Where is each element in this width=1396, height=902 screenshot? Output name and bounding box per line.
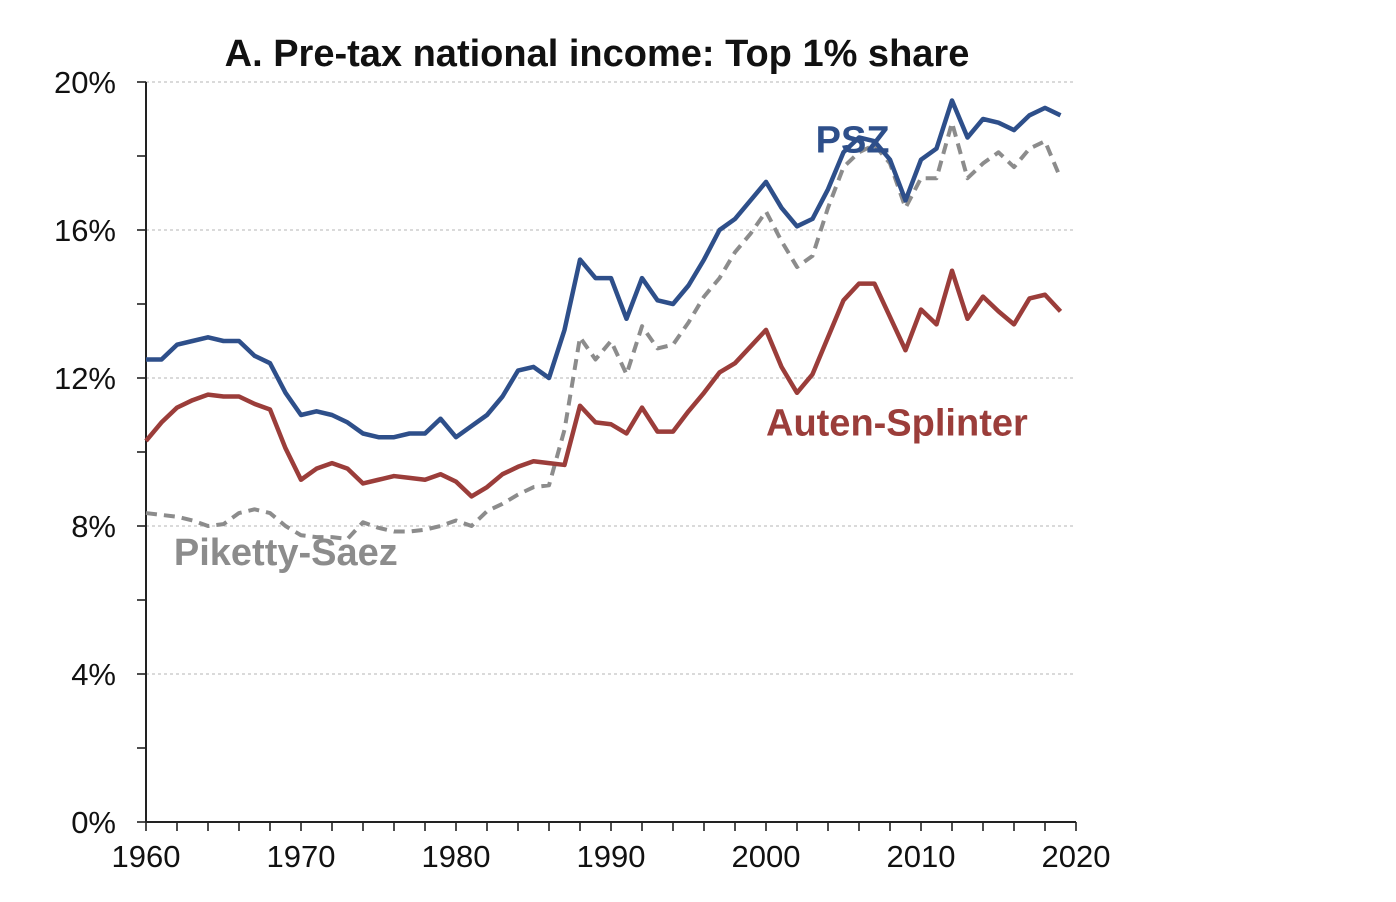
- y-tick-label: 4%: [71, 657, 116, 692]
- series-lines: [144, 98, 1063, 541]
- x-tick-label: 2010: [887, 839, 956, 874]
- y-tick-label: 20%: [54, 65, 116, 100]
- series-line-auten-splinter: [144, 268, 1063, 499]
- series-line-psz: [146, 98, 1062, 440]
- x-tick-label: 1970: [267, 839, 336, 874]
- series-label-psz: PSZ: [816, 119, 890, 161]
- series-line-piketty-saez: [145, 120, 1063, 541]
- x-tick-label: 2020: [1042, 839, 1111, 874]
- series-label-piketty-saez: Piketty-Saez: [174, 532, 398, 574]
- x-tick-label: 1960: [112, 839, 181, 874]
- axes: 0% 4% 8% 12% 16% 20% 1960 1970 1980 1990 2000 2010 2…: [54, 65, 1111, 874]
- y-tick-label: 16%: [54, 213, 116, 248]
- x-tick-label: 2000: [732, 839, 801, 874]
- y-tick-label: 12%: [54, 361, 116, 396]
- gridlines: [146, 81, 1076, 675]
- chart-title: A. Pre-tax national income: Top 1% share: [225, 33, 970, 75]
- x-tick-label: 1990: [577, 839, 646, 874]
- y-tick-label: 8%: [71, 509, 116, 544]
- series-label-auten-splinter: Auten-Splinter: [766, 402, 1028, 444]
- x-tick-label: 1980: [422, 839, 491, 874]
- series-labels: PSZ Auten-Splinter Piketty-Saez: [174, 119, 1028, 574]
- y-tick-label: 0%: [71, 805, 116, 840]
